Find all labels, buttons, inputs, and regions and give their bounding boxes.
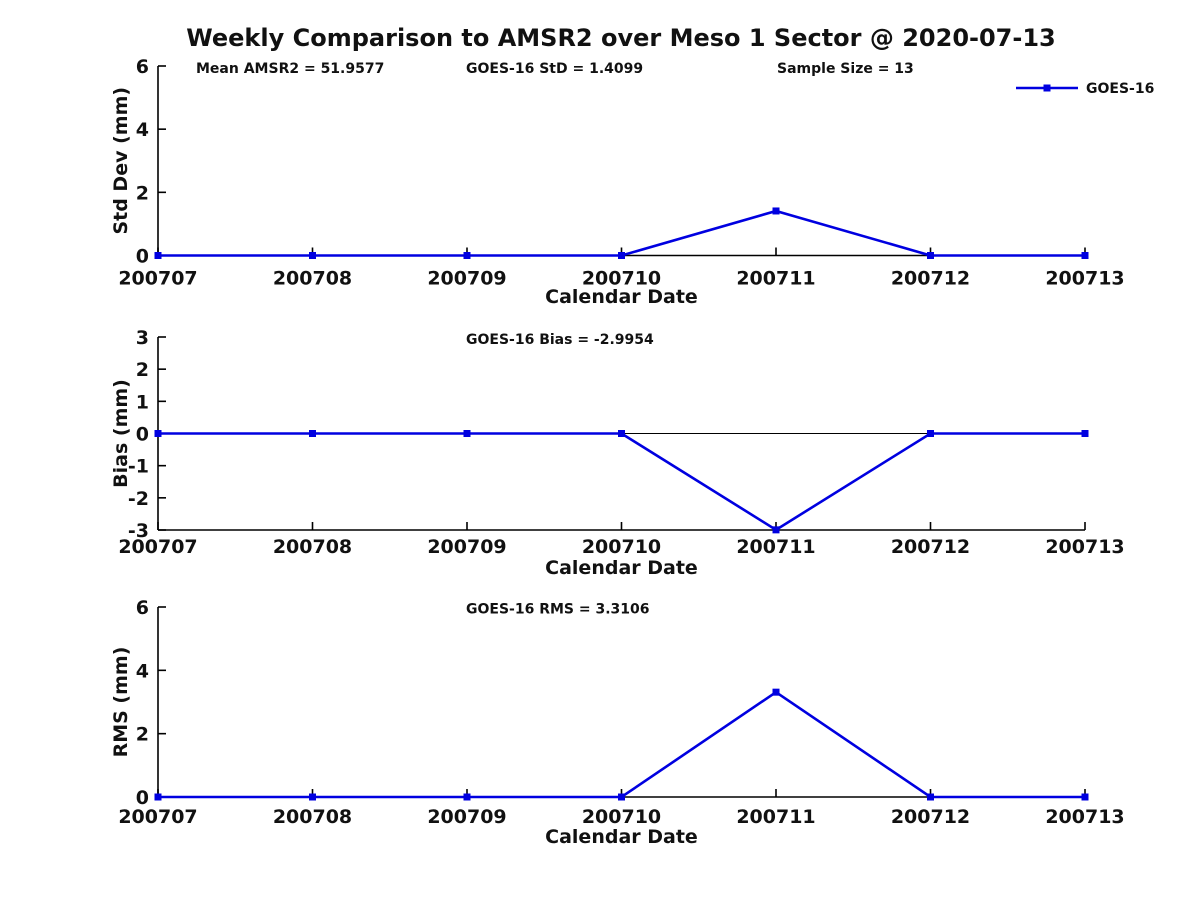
x-axis-label: Calendar Date (545, 826, 698, 848)
x-tick-label: 200711 (736, 268, 815, 290)
x-tick-label: 200710 (582, 536, 661, 558)
x-tick-label: 200708 (273, 268, 352, 290)
data-point-marker (154, 793, 162, 801)
data-point-marker (618, 793, 625, 801)
data-point-marker (309, 252, 316, 259)
y-axis-label: RMS (mm) (110, 647, 132, 758)
x-tick-label: 200712 (891, 268, 970, 290)
y-tick-label: -2 (128, 488, 149, 510)
y-tick-label: 1 (136, 391, 149, 413)
x-tick-label: 200709 (427, 806, 506, 828)
data-point-marker (1081, 252, 1089, 259)
data-point-marker (772, 688, 780, 696)
x-tick-label: 200712 (891, 536, 970, 558)
x-tick-label: 200707 (118, 268, 197, 290)
data-point-marker (1081, 430, 1089, 437)
data-point-marker (154, 430, 162, 437)
data-point-marker (618, 252, 625, 259)
y-axis-label: Bias (mm) (110, 379, 132, 488)
x-tick-label: 200711 (736, 806, 815, 828)
data-point-marker (927, 252, 934, 259)
x-tick-label: 200707 (118, 806, 197, 828)
y-tick-label: 4 (136, 660, 149, 682)
x-tick-label: 200707 (118, 536, 197, 558)
stat-annotation: GOES-16 Bias = -2.9954 (466, 332, 654, 348)
data-point-marker (463, 430, 471, 437)
y-tick-label: 0 (136, 424, 149, 446)
x-tick-label: 200712 (891, 806, 970, 828)
data-point-marker (463, 793, 471, 801)
x-tick-label: 200713 (1045, 536, 1124, 558)
data-point-marker (927, 793, 934, 801)
series-line (158, 432, 1085, 532)
data-point-marker (309, 793, 316, 801)
x-tick-label: 200710 (582, 806, 661, 828)
x-axis-label: Calendar Date (545, 286, 698, 308)
stat-annotation: Sample Size = 13 (777, 61, 914, 77)
figure-title: Weekly Comparison to AMSR2 over Meso 1 S… (186, 24, 1056, 52)
data-point-marker (309, 430, 316, 437)
x-tick-label: 200708 (273, 536, 352, 558)
data-point-marker (927, 430, 934, 437)
stat-annotation: GOES-16 RMS = 3.3106 (466, 602, 650, 618)
y-tick-label: 2 (136, 724, 149, 746)
y-tick-label: -3 (128, 520, 149, 542)
data-point-marker (772, 207, 780, 215)
x-tick-label: 200713 (1045, 268, 1124, 290)
data-point-marker (463, 252, 471, 259)
y-tick-label: 0 (136, 246, 149, 268)
stat-annotation: GOES-16 StD = 1.4099 (466, 61, 643, 77)
stat-annotation: Mean AMSR2 = 51.9577 (196, 61, 384, 77)
data-point-marker (154, 252, 162, 259)
data-point-marker (618, 430, 625, 437)
y-tick-label: -1 (128, 456, 149, 478)
x-tick-label: 200710 (582, 268, 661, 290)
x-tick-label: 200709 (427, 268, 506, 290)
y-tick-label: 3 (136, 327, 149, 349)
x-tick-label: 200709 (427, 536, 506, 558)
data-point-marker (772, 526, 780, 534)
x-tick-label: 200713 (1045, 806, 1124, 828)
y-tick-label: 4 (136, 119, 149, 141)
y-tick-label: 6 (136, 56, 149, 78)
legend-label: GOES-16 (1086, 81, 1154, 97)
y-tick-label: 2 (136, 359, 149, 381)
y-axis-label: Std Dev (mm) (110, 87, 132, 235)
legend-marker-sample (1043, 84, 1051, 92)
x-tick-label: 200711 (736, 536, 815, 558)
x-axis-label: Calendar Date (545, 557, 698, 579)
series-line (158, 690, 1085, 799)
y-tick-label: 2 (136, 182, 149, 204)
x-tick-label: 200708 (273, 806, 352, 828)
y-tick-label: 0 (136, 787, 149, 809)
y-tick-label: 6 (136, 597, 149, 619)
data-point-marker (1081, 793, 1089, 801)
